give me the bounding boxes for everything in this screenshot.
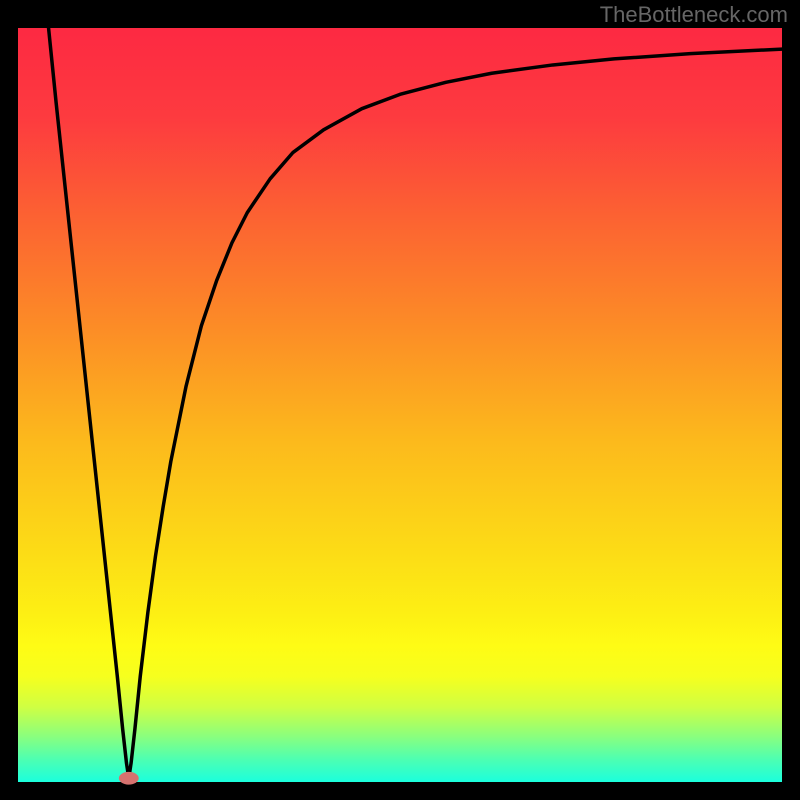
- bottleneck-chart: TheBottleneck.com: [0, 0, 800, 800]
- watermark-text: TheBottleneck.com: [600, 2, 788, 27]
- plot-background: [18, 28, 782, 782]
- minimum-marker: [119, 772, 139, 785]
- chart-svg: TheBottleneck.com: [0, 0, 800, 800]
